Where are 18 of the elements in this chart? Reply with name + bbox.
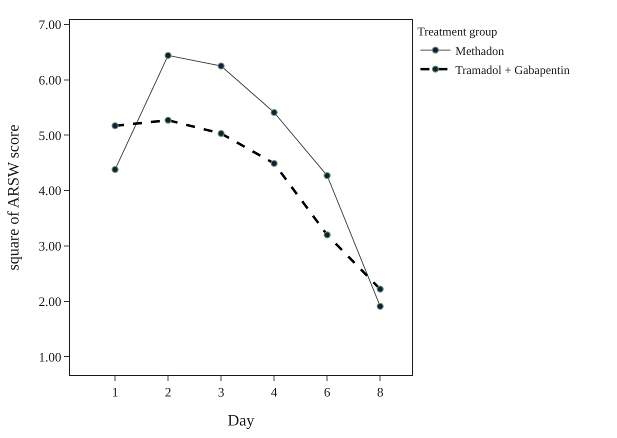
y-tick-label: 4.00 — [38, 183, 62, 198]
y-axis-title: square of ARSW score — [6, 124, 23, 270]
x-tick-label: 2 — [164, 384, 172, 400]
y-tick-label: 6.00 — [38, 72, 62, 88]
x-tick-label: 6 — [324, 384, 331, 400]
legend-label: Tramadol + Gabapentin — [455, 62, 570, 77]
legend-title: Treatment group — [417, 24, 498, 39]
y-tick-label: 7.00 — [38, 16, 62, 32]
x-tick-label: 3 — [218, 384, 224, 400]
x-tick-label: 8 — [376, 384, 384, 400]
legend-label: Methadon — [455, 44, 504, 58]
y-tick-label: 3.00 — [38, 238, 62, 254]
y-tick-label: 2.00 — [38, 294, 62, 309]
x-tick-label: 4 — [270, 384, 278, 400]
x-axis-title: Day — [228, 412, 254, 430]
y-tick-label: 5.00 — [38, 128, 62, 143]
x-tick-label: 1 — [112, 384, 118, 400]
y-tick-label: 1.00 — [38, 349, 62, 364]
